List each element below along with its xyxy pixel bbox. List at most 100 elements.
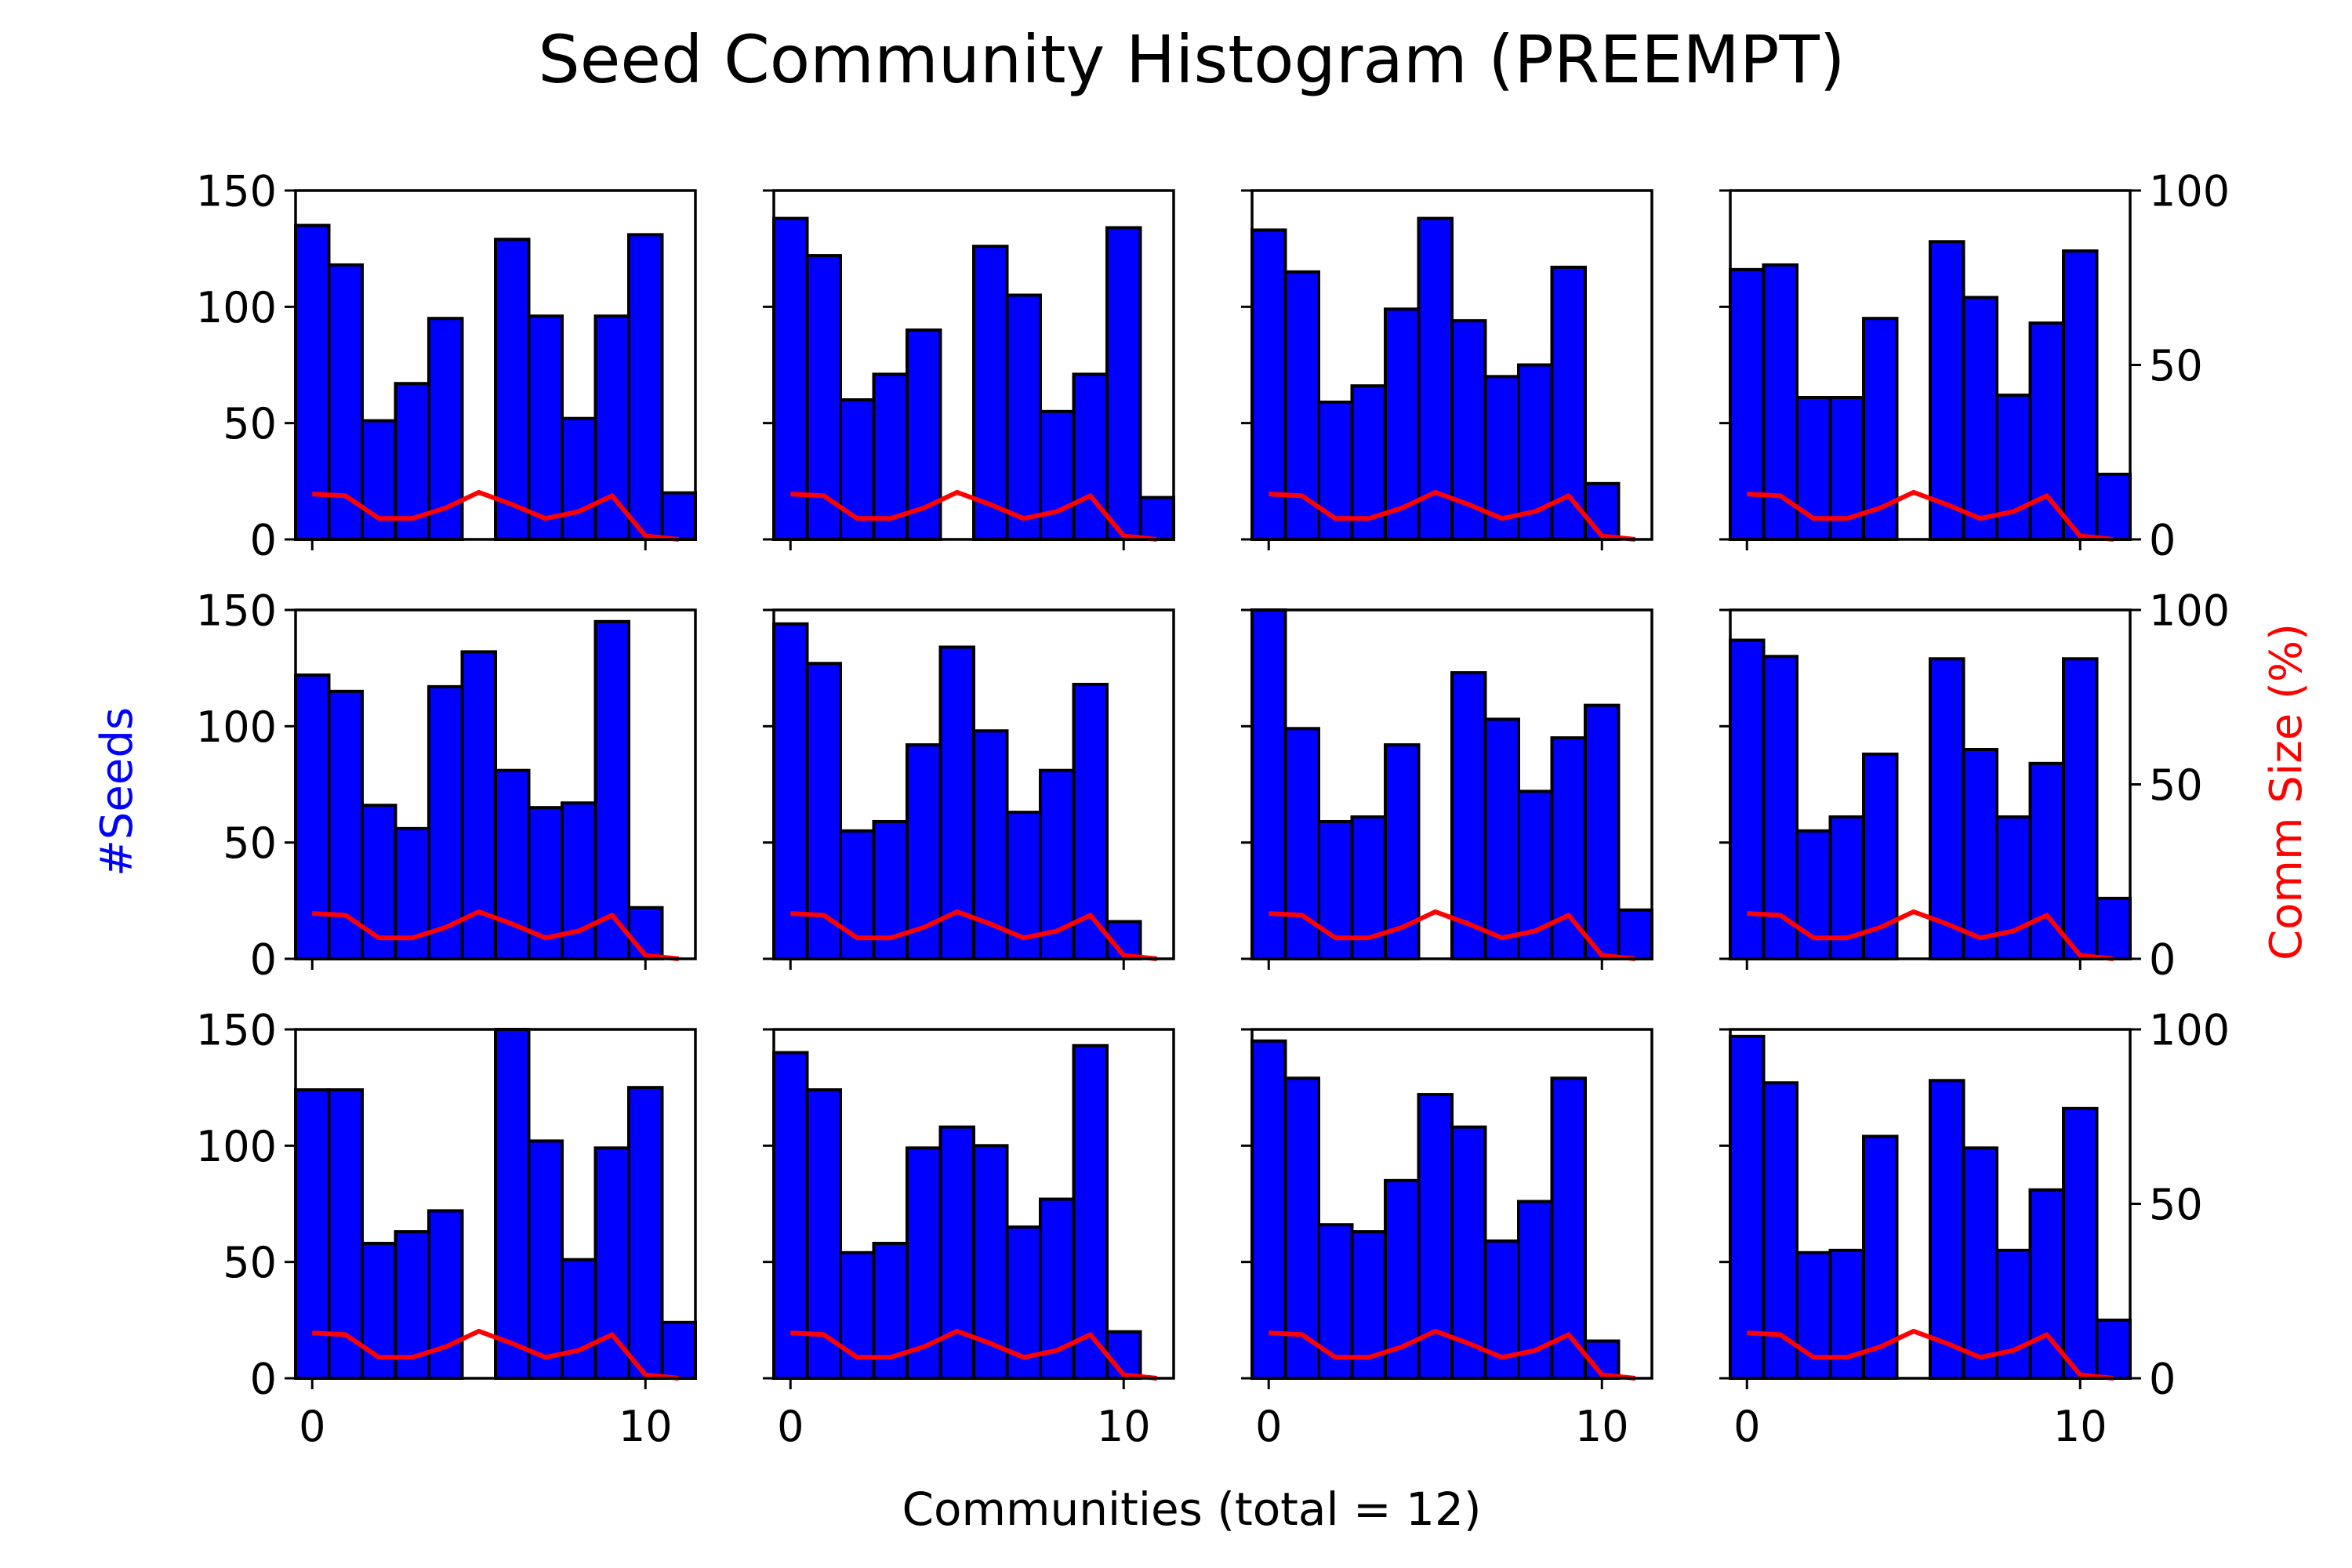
comm-size-line: [790, 1328, 1158, 1381]
histogram-bar: [938, 1125, 975, 1380]
histogram-bar: [627, 906, 664, 960]
histogram-bar: [1995, 815, 2032, 960]
subplot: 0 50 100 150: [196, 166, 697, 564]
y2-tick-label: 0: [2149, 515, 2176, 564]
y2-tick-label: 0: [2149, 935, 2176, 984]
y-tick-label: 50: [223, 818, 277, 868]
subplot: [1241, 608, 1653, 970]
histogram-bar: [1584, 703, 1621, 961]
x-tick-label: 10: [1097, 1402, 1151, 1451]
subplot: 0 10: [1241, 1028, 1653, 1451]
histogram-bar: [1072, 1044, 1109, 1381]
histogram-bar: [1283, 270, 1320, 541]
histogram-bar: [627, 1086, 664, 1380]
histogram-bar: [394, 1230, 430, 1380]
subplot-frame: [1250, 608, 1653, 960]
histogram-bar: [527, 1139, 564, 1381]
histogram-bar: [593, 1146, 630, 1381]
x-tick-label: 10: [619, 1402, 673, 1451]
histogram-bar: [1005, 293, 1042, 541]
histogram-bar: [1138, 495, 1175, 541]
histogram-bar: [1962, 296, 1998, 541]
x-tick-label: 0: [1255, 1402, 1282, 1451]
histogram-bar: [805, 662, 842, 960]
subplot: 0 50 100 0 10: [1719, 1005, 2230, 1451]
comm-size-line: [790, 909, 1158, 961]
histogram-bar: [1729, 1034, 1766, 1381]
histogram-bar: [327, 689, 364, 960]
subplot-frame: [772, 608, 1175, 960]
comm-size-line: [1269, 909, 1636, 961]
histogram-bar: [627, 233, 664, 541]
chart-title: Seed Community Histogram (PREEMPT): [538, 21, 1845, 98]
subplot: 0 50 100: [1719, 166, 2230, 564]
subplot: 0 50 100 150 0 10: [196, 1005, 697, 1451]
histogram-bar: [2062, 249, 2099, 541]
histogram-bar: [2095, 896, 2132, 961]
histogram-bar: [772, 622, 809, 960]
subplot-frame: [294, 608, 697, 960]
comm-size-line: [1269, 1328, 1636, 1381]
histogram-bar: [361, 419, 397, 542]
x-tick-label: 0: [299, 1402, 325, 1451]
histogram-bar: [1039, 409, 1076, 541]
x-axis-label: Communities (total = 12): [902, 1483, 1482, 1536]
histogram-bar: [494, 1028, 531, 1380]
y-tick-label: 100: [196, 702, 277, 752]
subplot: [1241, 189, 1653, 550]
histogram-bar: [938, 645, 975, 960]
y2-tick-label: 100: [2149, 166, 2230, 216]
histogram-bar: [294, 1088, 331, 1380]
x-tick-label: 10: [2053, 1402, 2107, 1451]
subplot-frame: [772, 1028, 1175, 1380]
y2-tick-label: 100: [2149, 1005, 2230, 1054]
comm-size-line: [790, 489, 1158, 542]
y-tick-label: 0: [250, 1354, 277, 1403]
y-tick-label: 0: [250, 935, 277, 984]
histogram-bar: [2095, 472, 2132, 542]
histogram-bar: [660, 491, 697, 542]
histogram-bar: [772, 1051, 809, 1380]
histogram-bar: [972, 245, 1009, 541]
histogram-bar: [593, 314, 630, 541]
y-tick-label: 150: [196, 1005, 277, 1054]
histogram-bar: [2062, 657, 2099, 960]
subplot: [763, 189, 1175, 550]
comm-size-line: [1269, 489, 1636, 542]
histogram-bar: [1072, 372, 1109, 541]
histogram-bar: [1584, 481, 1621, 541]
histogram-bar: [1929, 1079, 1965, 1381]
histogram-bar: [2095, 1318, 2132, 1381]
subplot-frame: [1250, 1028, 1653, 1380]
subplot-frame: [294, 1028, 697, 1380]
x-tick-label: 0: [777, 1402, 804, 1451]
comm-size-line: [1747, 909, 2114, 961]
histogram-bar: [1962, 748, 1998, 960]
histogram-bar: [1105, 226, 1142, 541]
y-tick-label: 150: [196, 166, 277, 216]
histogram-bar: [805, 254, 842, 541]
y2-tick-label: 100: [2149, 586, 2230, 635]
comm-size-line: [312, 1328, 680, 1381]
histogram-bar: [1550, 1076, 1587, 1381]
comm-size-line: [312, 909, 680, 961]
subplot-frame: [294, 189, 697, 541]
histogram-bar: [660, 1320, 697, 1381]
comm-size-line: [312, 489, 680, 542]
histogram-bar: [427, 1209, 464, 1381]
y-tick-label: 150: [196, 586, 277, 635]
y2-tick-label: 50: [2149, 341, 2203, 390]
histogram-bar: [1729, 267, 1766, 541]
histogram-bar: [427, 684, 464, 961]
histogram-bar: [527, 314, 564, 541]
panels-grid: 0501001500501000501001500501000501001500…: [196, 166, 2230, 1451]
histogram-bar: [1250, 608, 1287, 960]
histogram-bar: [1995, 1248, 2032, 1381]
subplot: 0 50 100 150: [196, 586, 697, 984]
histogram-bar: [1283, 1076, 1320, 1381]
histogram-bar: [1729, 638, 1766, 960]
histogram-bar: [1483, 717, 1520, 961]
histogram-bar: [561, 416, 597, 541]
histogram-bar: [1995, 394, 2032, 542]
